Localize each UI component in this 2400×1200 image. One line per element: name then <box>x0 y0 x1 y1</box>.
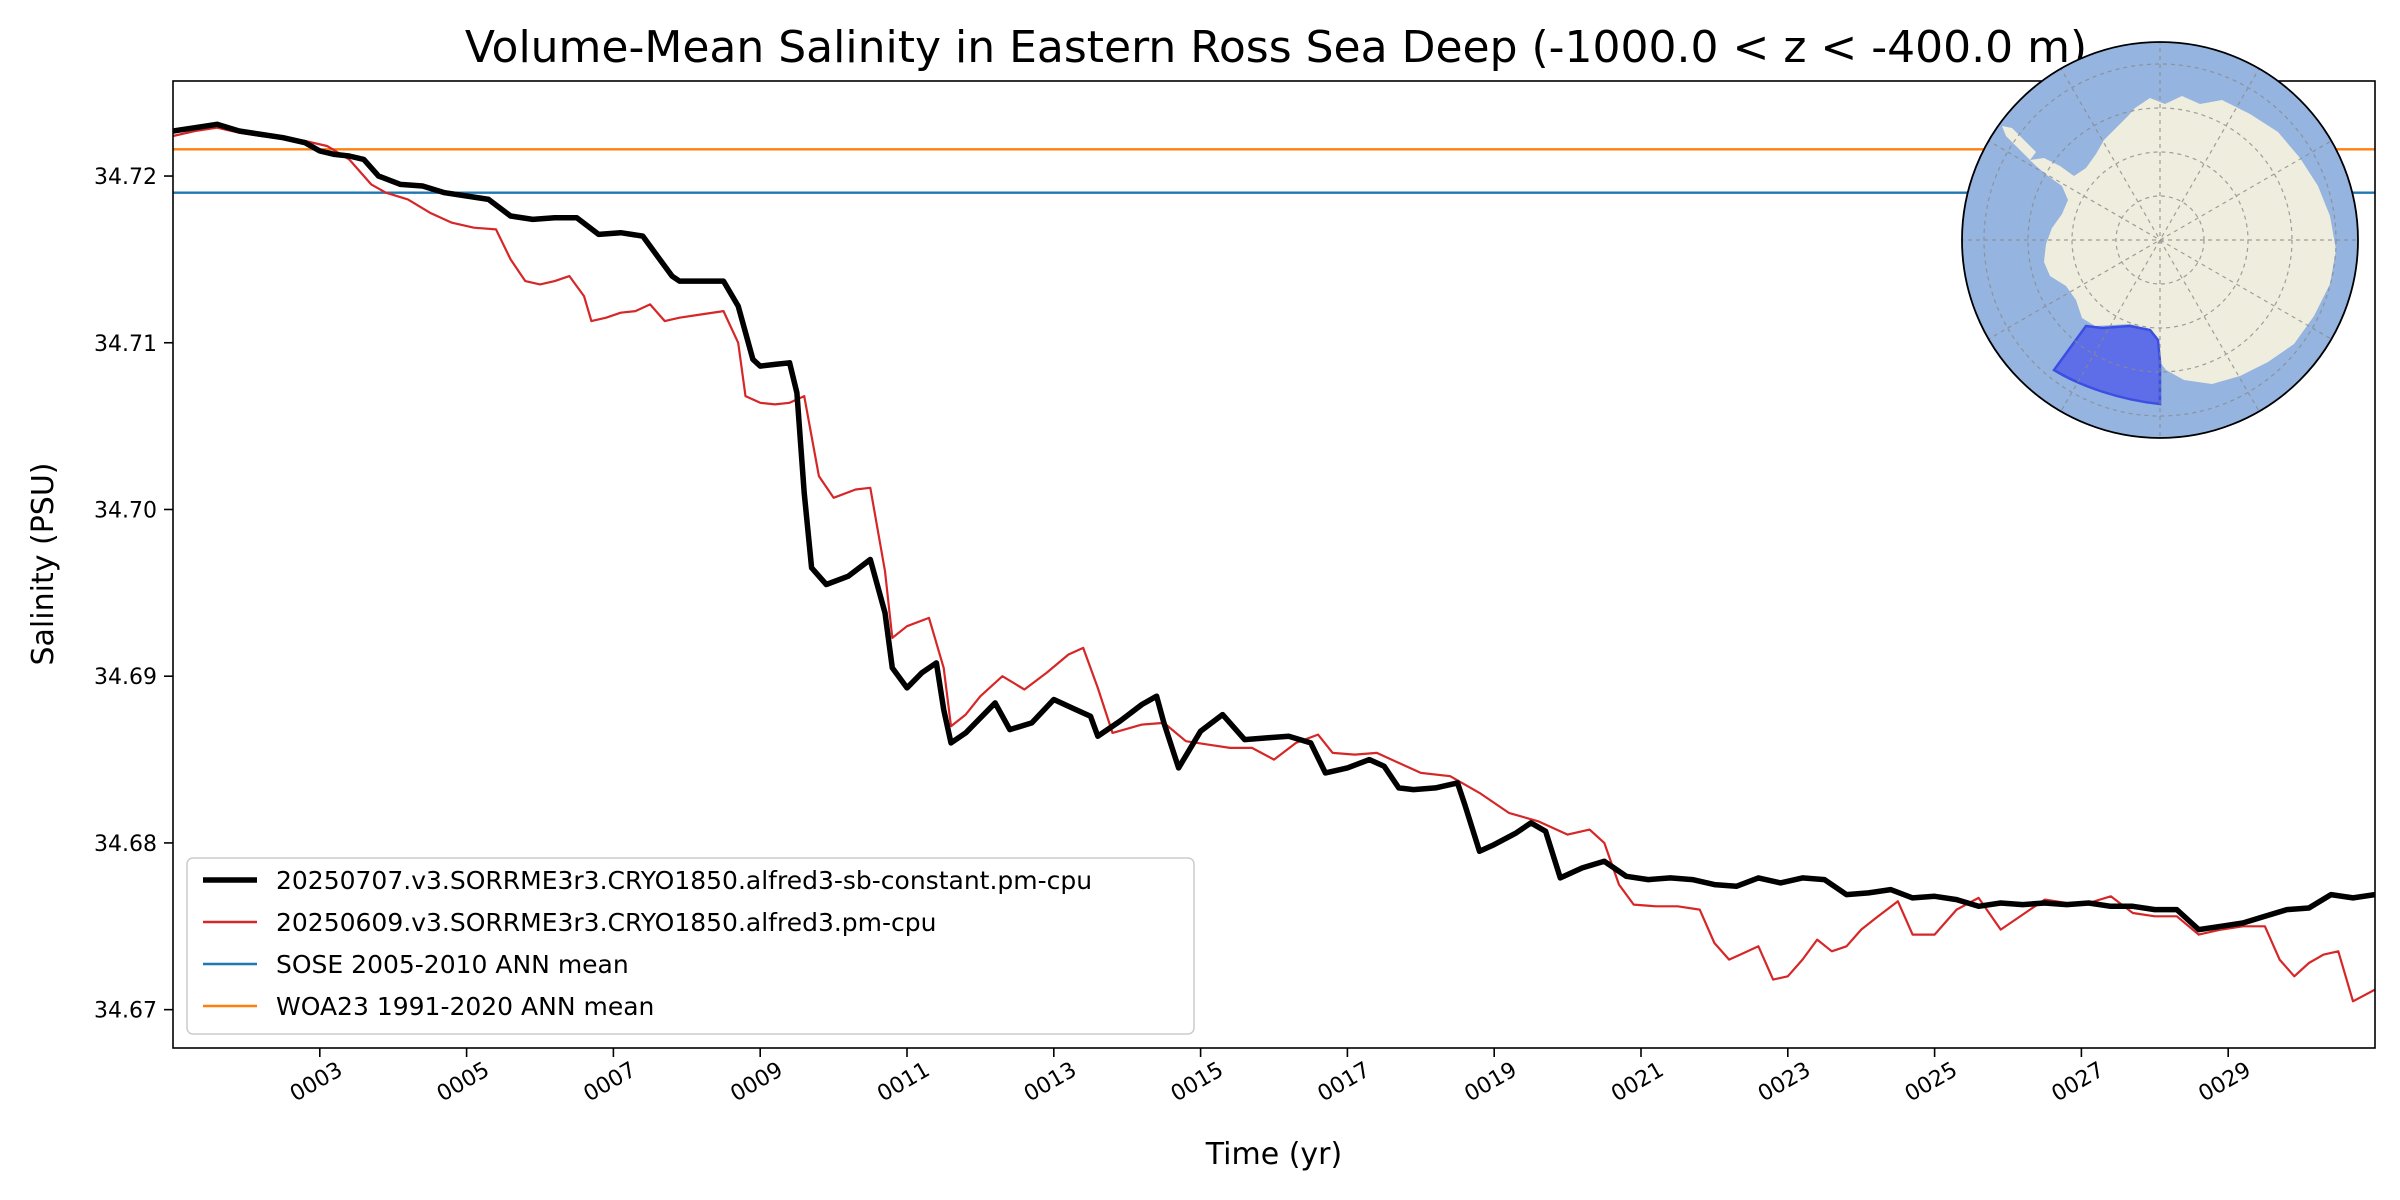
antarctic-peninsula <box>2002 126 2036 160</box>
y-tick-label: 34.68 <box>94 832 157 857</box>
map-gridlines <box>1962 42 2358 438</box>
y-axis-label: Salinity (PSU) <box>26 463 61 666</box>
y-tick-label: 34.69 <box>94 665 157 690</box>
y-tick-label: 34.72 <box>94 165 157 190</box>
y-tick-label: 34.67 <box>94 999 157 1024</box>
legend-label-series-4: WOA23 1991-2020 ANN mean <box>276 992 654 1021</box>
series-2-line <box>173 126 2375 1003</box>
y-axis: 34.67 34.68 34.69 34.70 34.71 34.72 <box>94 165 173 1024</box>
y-tick-label: 34.71 <box>94 332 157 357</box>
legend: 20250707.v3.SORRME3r3.CRYO1850.alfred3-s… <box>186 857 1195 1035</box>
antarctica-landmass <box>2030 96 2336 384</box>
legend-label-series-2: 20250609.v3.SORRME3r3.CRYO1850.alfred3.p… <box>276 908 937 937</box>
legend-frame <box>186 857 1195 1035</box>
y-tick-label: 34.70 <box>94 498 157 523</box>
plot-frame <box>172 80 2376 1049</box>
map-border <box>1961 41 2359 439</box>
series-1-line <box>173 121 2375 933</box>
legend-label-series-1: 20250707.v3.SORRME3r3.CRYO1850.alfred3-s… <box>276 866 1092 895</box>
ross-sea-region <box>2052 324 2162 406</box>
legend-label-series-3: SOSE 2005-2010 ANN mean <box>276 950 629 979</box>
x-axis-label: Time (yr) <box>1205 1137 1342 1172</box>
chart-title: Volume-Mean Salinity in Eastern Ross Sea… <box>465 22 2087 73</box>
antarctica-inset-map <box>1961 41 2359 439</box>
